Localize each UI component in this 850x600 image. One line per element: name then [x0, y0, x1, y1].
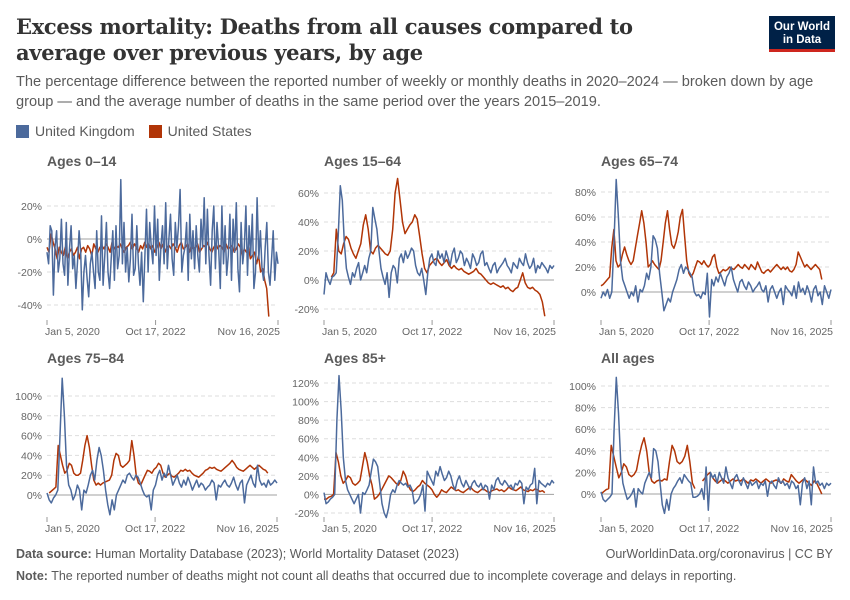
source-label: Data source: [16, 547, 92, 561]
footer-note: Note: The reported number of deaths migh… [16, 569, 736, 583]
legend-item-united-kingdom[interactable]: United Kingdom [16, 123, 135, 139]
x-tick-label: Jan 5, 2020 [599, 326, 654, 338]
y-tick-label: 80% [298, 415, 319, 427]
panel-title-ages-15-64: Ages 15–64 [324, 153, 402, 169]
legend-swatch-uk [16, 124, 29, 138]
y-tick-label: 40% [575, 237, 596, 249]
y-tick-label: -20% [294, 304, 319, 316]
logo-line-1: Our World [773, 21, 830, 33]
y-tick-label: -40% [17, 300, 42, 312]
y-tick-label: 20% [575, 467, 596, 479]
footer-source: Data source: Human Mortality Database (2… [16, 547, 459, 561]
y-tick-label: 20% [21, 201, 42, 213]
chart-subtitle: The percentage difference between the re… [16, 74, 814, 110]
chart-title: Excess mortality: Deaths from all causes… [16, 14, 633, 65]
series-line-united-states[interactable] [330, 177, 546, 317]
x-tick-label: Nov 16, 2025 [494, 326, 557, 338]
y-tick-label: 0% [304, 489, 319, 501]
y-tick-label: 20% [575, 262, 596, 274]
x-tick-label: Jan 5, 2020 [45, 326, 100, 338]
logo-line-2: in Data [782, 33, 822, 46]
panel-title-all-ages: All ages [601, 350, 655, 366]
y-tick-label: 0% [27, 490, 42, 502]
series-line-united-kingdom[interactable] [46, 178, 279, 311]
x-tick-label: Nov 16, 2025 [217, 523, 280, 535]
y-tick-label: 0% [27, 234, 42, 246]
y-tick-label: 0% [304, 275, 319, 287]
y-tick-label: 20% [298, 471, 319, 483]
series-line-united-kingdom[interactable] [323, 185, 555, 299]
y-tick-label: 80% [575, 403, 596, 415]
note-label: Note: [16, 569, 48, 583]
y-tick-label: 60% [298, 188, 319, 200]
series-line-united-kingdom[interactable] [323, 374, 555, 519]
x-tick-label: Oct 17, 2022 [679, 326, 739, 338]
panel-title-ages-65-74: Ages 65–74 [601, 153, 679, 169]
source-text: Human Mortality Database (2023); World M… [91, 547, 460, 561]
y-tick-label: 80% [575, 187, 596, 199]
y-tick-label: 60% [575, 424, 596, 436]
y-tick-label: 40% [575, 446, 596, 458]
y-tick-label: 120% [292, 378, 319, 390]
x-tick-label: Nov 16, 2025 [218, 326, 281, 338]
y-tick-label: 100% [292, 397, 319, 409]
x-tick-label: Nov 16, 2025 [494, 523, 557, 535]
y-tick-label: 20% [298, 246, 319, 258]
x-tick-label: Jan 5, 2020 [322, 523, 377, 535]
owid-logo[interactable]: Our World in Data [769, 16, 835, 52]
y-tick-label: 0% [581, 287, 596, 299]
legend-label: United States [167, 123, 252, 139]
y-tick-label: 0% [581, 489, 596, 501]
y-tick-label: 100% [569, 381, 596, 393]
legend-label: United Kingdom [35, 123, 135, 139]
x-tick-label: Nov 16, 2025 [771, 326, 834, 338]
x-tick-label: Jan 5, 2020 [45, 523, 100, 535]
legend: United Kingdom United States [16, 123, 252, 139]
y-tick-label: 20% [21, 470, 42, 482]
x-tick-label: Jan 5, 2020 [599, 523, 654, 535]
x-tick-label: Oct 17, 2022 [402, 523, 462, 535]
footer-url[interactable]: OurWorldinData.org/coronavirus | CC BY [605, 547, 833, 561]
y-tick-label: 40% [298, 217, 319, 229]
series-line-united-kingdom[interactable] [600, 178, 832, 318]
y-tick-label: -20% [294, 508, 319, 520]
series-line-united-states[interactable] [600, 208, 823, 287]
x-tick-label: Oct 17, 2022 [679, 523, 739, 535]
legend-item-united-states[interactable]: United States [148, 123, 252, 139]
x-tick-label: Oct 17, 2022 [125, 523, 185, 535]
y-tick-label: 60% [575, 212, 596, 224]
panel-title-ages-0-14: Ages 0–14 [47, 153, 117, 169]
y-tick-label: 60% [21, 431, 42, 443]
y-tick-label: 80% [21, 411, 42, 423]
x-tick-label: Oct 17, 2022 [126, 326, 186, 338]
x-tick-label: Nov 16, 2025 [771, 523, 834, 535]
series-line-united-kingdom[interactable] [600, 376, 832, 515]
x-tick-label: Jan 5, 2020 [322, 326, 377, 338]
y-tick-label: 100% [15, 391, 42, 403]
y-tick-label: -20% [17, 267, 42, 279]
x-tick-label: Oct 17, 2022 [402, 326, 462, 338]
series-line-united-kingdom[interactable] [46, 377, 278, 516]
panel-title-ages-85-plus: Ages 85+ [324, 350, 386, 366]
note-text: The reported number of deaths might not … [47, 569, 737, 583]
legend-swatch-us [148, 124, 162, 138]
series-line-united-states[interactable] [324, 451, 546, 500]
panel-title-ages-75-84: Ages 75–84 [47, 350, 125, 366]
y-tick-label: 60% [298, 434, 319, 446]
y-tick-label: 40% [298, 452, 319, 464]
series-line-united-states[interactable] [48, 434, 269, 494]
y-tick-label: 40% [21, 450, 42, 462]
